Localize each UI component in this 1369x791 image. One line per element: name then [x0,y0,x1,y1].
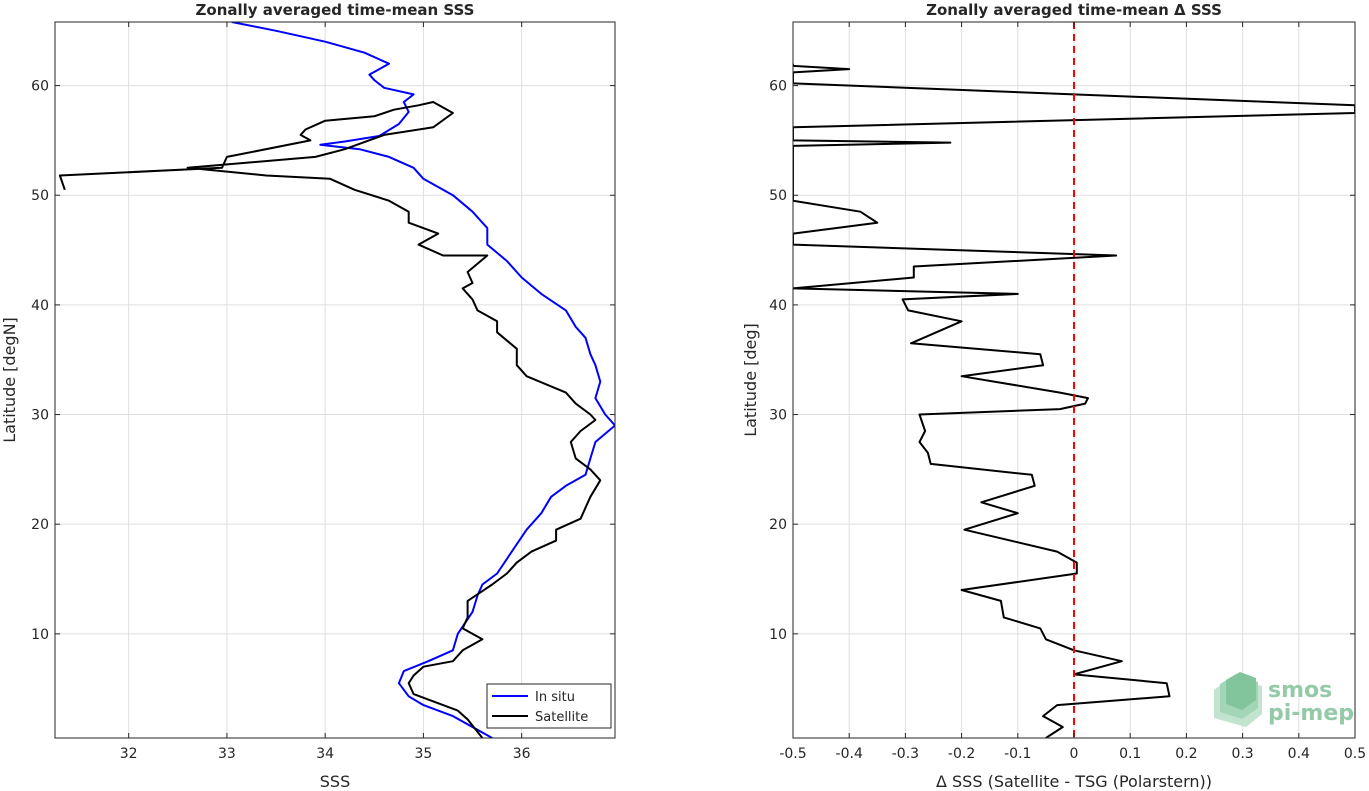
right-y-tick-label: 50 [769,188,787,204]
left-grid [55,22,615,738]
right-x-tick-label: -0.4 [836,746,863,762]
right-x-tick-label: 0.4 [1288,746,1310,762]
right-y-tick-label: 10 [769,627,787,643]
right-y-tick-label: 20 [769,517,787,533]
logo-line-1: smos [1268,678,1332,703]
left-x-tick-label: 33 [218,746,236,762]
right-series-group [793,63,1355,738]
right-series-line-delta-sss [793,63,1355,738]
left-y-axis-label: Latitude [degN] [0,317,19,443]
right-x-tick-label: 0.5 [1344,746,1366,762]
left-x-tick-label: 32 [120,746,138,762]
legend: In situ Satellite [486,683,612,729]
left-y-tick-label: 50 [31,188,49,204]
left-series-line-in-situ [231,22,615,738]
right-y-axis-label: Latitude [deg] [741,323,760,437]
left-y-tick-label: 10 [31,627,49,643]
legend-in-situ-label: In situ [535,690,575,705]
left-y-tick-label: 40 [31,298,49,314]
right-axes: smos pi-mep -0.5 -0.4 -0.3 -0.2 -0.1 0 0.1 0.2 0… [741,1,1366,791]
legend-satellite-label: Satellite [535,710,588,725]
logo-line-2: pi-mep [1268,701,1354,726]
left-x-tick-label: 34 [316,746,334,762]
right-x-tick-label: -0.5 [779,746,806,762]
right-x-tick-label: 0 [1070,746,1079,762]
left-x-tick-label: 36 [513,746,531,762]
left-x-axis-label: SSS [320,772,350,791]
legend-box [486,683,612,729]
right-x-tick-label: 0.3 [1231,746,1253,762]
left-y-tick-label: 30 [31,408,49,424]
left-x-tick-label: 35 [415,746,433,762]
left-series-group [58,22,615,738]
right-x-tick-label: -0.1 [1004,746,1031,762]
right-y-tick-label: 40 [769,298,787,314]
right-x-tick-label: 0.2 [1175,746,1197,762]
right-x-axis-label: Δ SSS (Satellite - TSG (Polarstern)) [936,772,1212,791]
right-y-tick-label: 60 [769,79,787,95]
left-ticks: 32 33 34 35 36 10 20 30 40 50 60 [31,22,615,762]
left-y-tick-label: 60 [31,79,49,95]
left-axes: 32 33 34 35 36 10 20 30 40 50 60 Zonally averaged … [0,1,616,791]
smos-pi-mep-logo: smos pi-mep [1214,672,1354,727]
right-x-tick-label: -0.3 [892,746,919,762]
right-chart-title: Zonally averaged time-mean Δ SSS [926,1,1222,19]
right-ticks: -0.5 -0.4 -0.3 -0.2 -0.1 0 0.1 0.2 0.3 0.4 0.5 10 20… [769,22,1366,762]
left-y-tick-label: 20 [31,517,49,533]
right-x-tick-label: -0.2 [948,746,975,762]
right-y-tick-label: 30 [769,408,787,424]
right-x-tick-label: 0.1 [1119,746,1141,762]
left-series-line-satellite [58,101,602,738]
left-chart-title: Zonally averaged time-mean SSS [196,1,475,19]
